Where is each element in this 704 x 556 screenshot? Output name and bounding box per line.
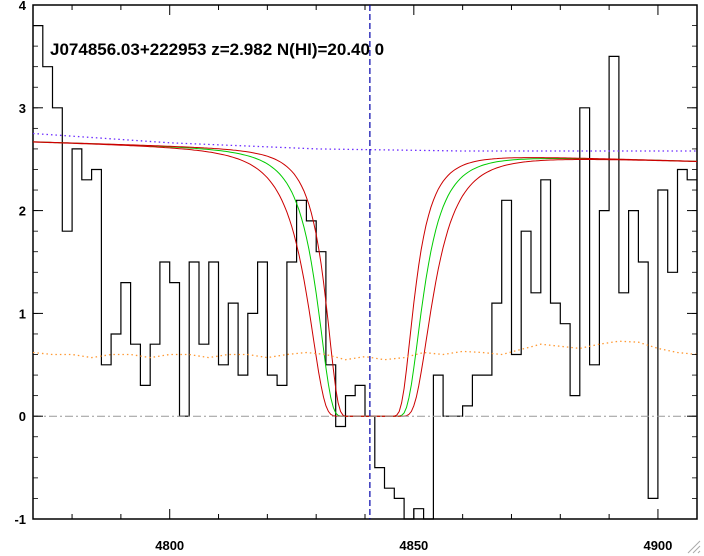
series-model-upper bbox=[32, 141, 697, 417]
y-tick-label: 3 bbox=[19, 101, 26, 116]
series-model bbox=[33, 141, 698, 417]
chart-title: J074856.03+222953 z=2.982 N(HI)=20.40 0 bbox=[50, 40, 384, 59]
x-tick-label: 4850 bbox=[399, 538, 428, 553]
resize-grip-icon[interactable] bbox=[687, 540, 701, 554]
plot-frame bbox=[32, 4, 698, 520]
y-tick-label: 0 bbox=[19, 409, 26, 424]
y-tick-label: 1 bbox=[19, 306, 26, 321]
series-layer bbox=[32, 25, 698, 520]
series-continuum bbox=[32, 132, 697, 152]
y-tick-label: 2 bbox=[19, 204, 26, 219]
x-tick-label: 4900 bbox=[643, 538, 672, 553]
x-tick-label: 4800 bbox=[155, 538, 184, 553]
series-model-lower bbox=[32, 141, 697, 417]
axis-layer: 4800 4850 4900 -1 0 1 2 3 4 bbox=[14, 0, 697, 553]
series-flux bbox=[33, 25, 697, 520]
y-tick-label: -1 bbox=[14, 512, 26, 527]
y-tick-label: 4 bbox=[19, 0, 27, 13]
